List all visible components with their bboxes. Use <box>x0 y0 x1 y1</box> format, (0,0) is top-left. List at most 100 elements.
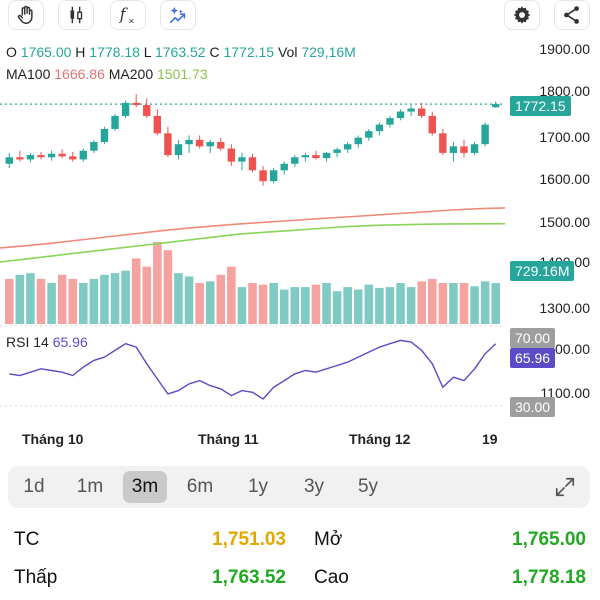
volume-bar <box>258 284 268 324</box>
high-price-value: 1,778.18 <box>512 567 586 588</box>
volume-bar <box>174 273 183 324</box>
candle-body <box>396 111 405 119</box>
ai-analysis-button[interactable] <box>160 0 196 30</box>
candle-body <box>100 128 109 143</box>
range-1d-button[interactable]: 1d <box>23 476 45 497</box>
volume-bar <box>184 276 194 324</box>
volume-bar <box>36 278 46 324</box>
candle-body <box>375 124 384 132</box>
ma200-value: 1501.73 <box>157 66 208 82</box>
reference-price-value: 1,751.03 <box>212 529 286 550</box>
candle-body <box>227 148 236 162</box>
volume-bar <box>364 284 374 324</box>
volume-bar <box>385 287 395 324</box>
chart-type-button[interactable] <box>58 0 94 30</box>
expand-icon[interactable] <box>554 476 576 498</box>
candle-body <box>333 149 341 153</box>
candle-body <box>301 155 310 158</box>
open-price-label: Mở <box>314 529 343 550</box>
candle-body <box>16 157 24 160</box>
hand-icon <box>17 5 33 24</box>
candle-body <box>58 153 66 157</box>
volume-bar <box>343 287 352 324</box>
low-price-value: 1,763.52 <box>212 567 286 588</box>
volume-label: Vol <box>277 44 298 60</box>
x-axis-label: Tháng 10 <box>22 431 84 447</box>
rsi-line <box>9 339 497 400</box>
volume-tag: 729.16M <box>510 261 575 281</box>
volume-bar <box>301 287 310 324</box>
volume-bar <box>47 283 56 324</box>
last-price-tag: 1772.15 <box>510 96 571 116</box>
volume-bar <box>470 286 479 324</box>
candle-body <box>439 133 447 153</box>
candle-body <box>280 163 288 171</box>
price-chart[interactable] <box>0 34 600 434</box>
price-tick: 1300.00 <box>539 300 590 316</box>
volume-bar <box>205 281 215 324</box>
candle-body <box>90 142 98 151</box>
close-value: 1772.15 <box>223 44 275 60</box>
range-1y-button[interactable]: 1y <box>247 476 269 497</box>
volume-bar <box>353 289 363 324</box>
candle-body <box>248 157 257 171</box>
close-label: C <box>209 44 220 60</box>
ma100-value: 1666.86 <box>54 66 105 82</box>
volume-bar <box>100 274 109 324</box>
volume-bar <box>89 278 99 324</box>
rsi-current-tag: 65.96 <box>510 348 556 368</box>
hand-tool-button[interactable] <box>8 0 44 30</box>
open-label: O <box>6 44 17 60</box>
candle-body <box>217 142 225 149</box>
price-tick: 1500.00 <box>539 214 590 230</box>
volume-bar <box>163 250 173 324</box>
x-axis-label: Tháng 12 <box>349 431 411 447</box>
indicators-button[interactable]: f × <box>110 0 146 30</box>
range-3m-button[interactable]: 3m <box>123 471 167 503</box>
reference-price-label: TC <box>14 529 40 550</box>
candle-body <box>354 137 362 145</box>
rsi-readout: RSI 14 65.96 <box>6 334 88 350</box>
price-tick: 1600.00 <box>539 171 590 187</box>
candle-body <box>121 102 130 116</box>
volume-bar <box>26 273 35 324</box>
rsi-value: 65.96 <box>52 334 88 350</box>
candle-body <box>417 108 426 116</box>
range-6m-button[interactable]: 6m <box>186 476 214 497</box>
chart-toolbar: f × <box>0 0 600 34</box>
candle-body <box>79 150 88 160</box>
candle-body <box>291 157 299 164</box>
low-label: L <box>143 44 152 60</box>
settings-button[interactable] <box>504 0 540 30</box>
volume-bar <box>449 283 458 324</box>
high-price-label: Cao <box>314 567 349 588</box>
candle-body <box>47 153 56 158</box>
volume-bar <box>68 278 78 324</box>
volume-bar <box>279 289 289 324</box>
candle-body <box>365 131 373 138</box>
candle-body <box>37 155 45 158</box>
ma100-line <box>0 207 506 249</box>
time-range-selector: 1d 1m 3m 6m 1y 3y 5y <box>8 466 590 508</box>
open-price-value: 1,765.00 <box>512 529 586 550</box>
price-tick: 1900.00 <box>539 41 590 57</box>
low-value: 1763.52 <box>154 44 206 60</box>
volume-bar <box>396 283 405 324</box>
moving-average-readout: MA100 1666.86 MA200 1501.73 <box>6 66 208 82</box>
ma100-label: MA100 <box>6 66 51 82</box>
candle-body <box>111 115 119 129</box>
high-label: H <box>75 44 86 60</box>
range-5y-button[interactable]: 5y <box>357 476 379 497</box>
candle-body <box>26 155 35 160</box>
volume-bar <box>491 283 500 324</box>
range-1m-button[interactable]: 1m <box>76 476 104 497</box>
share-button[interactable] <box>554 0 590 30</box>
volume-bar <box>57 274 67 324</box>
low-price-label: Thấp <box>14 567 58 588</box>
candle-body <box>195 139 204 147</box>
rsi-upper-tag: 70.00 <box>510 328 556 348</box>
range-3y-button[interactable]: 3y <box>303 476 325 497</box>
volume-bar <box>142 266 152 324</box>
candle-body <box>143 105 151 116</box>
volume-bar <box>131 258 141 324</box>
